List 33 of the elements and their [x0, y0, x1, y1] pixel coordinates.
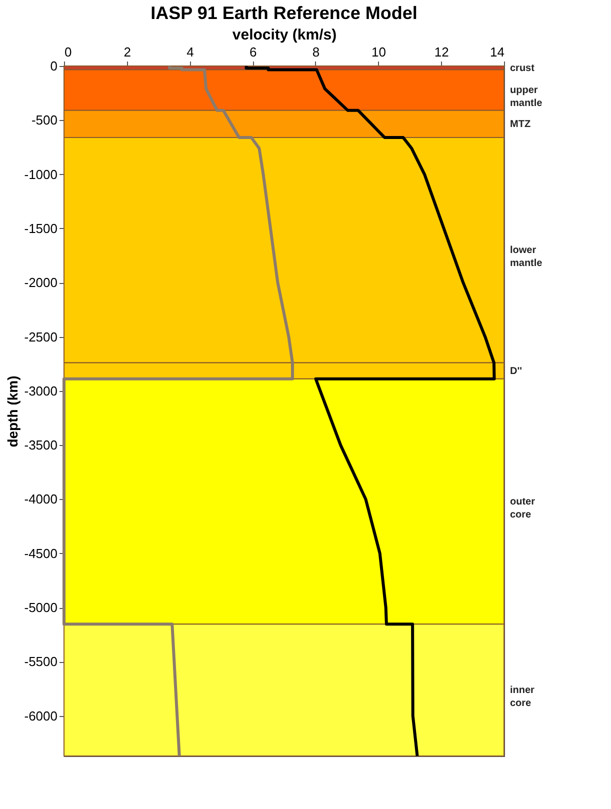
y-tick-label: -3000	[24, 383, 58, 398]
y-tick-label: -1500	[24, 220, 58, 236]
band-label: lower mantle	[510, 245, 543, 270]
y-tick-label: -3500	[24, 438, 58, 453]
x-axis-title: velocity (km/s)	[232, 26, 337, 44]
band-label: upper mantle	[510, 85, 543, 110]
band-label: inner core	[510, 685, 535, 710]
chart-title: IASP 91 Earth Reference Model	[150, 3, 418, 23]
line-series	[62, 64, 294, 758]
y-axis-title: depth (km)	[4, 376, 20, 448]
band-label: outer core	[510, 496, 536, 520]
y-tick-label: -5000	[24, 600, 58, 616]
line-series	[244, 64, 496, 758]
y-tick-label: -1000	[24, 166, 58, 182]
band-label: crust	[510, 62, 536, 74]
x-tick-label: 12	[434, 44, 449, 60]
y-tick-label: -6000	[24, 708, 58, 724]
x-tick-label: 14	[490, 44, 504, 60]
y-tick-label: -2000	[24, 275, 58, 290]
y-tick-label: -2500	[24, 329, 58, 344]
x-tick-label: 6	[249, 44, 257, 60]
y-tick-label: -4000	[24, 492, 58, 507]
y-tick-label: -5500	[24, 654, 58, 670]
y-tick-label: -4500	[24, 546, 58, 561]
x-tick-label: 0	[64, 44, 72, 60]
y-tick-label: -500	[31, 112, 58, 128]
x-tick-label: 4	[186, 44, 194, 60]
x-tick-label: 8	[312, 44, 320, 60]
band-label: MTZ	[510, 118, 531, 130]
x-tick-label: 2	[124, 44, 131, 60]
x-tick-label: 10	[372, 44, 386, 60]
band-label: D''	[510, 366, 522, 377]
y-tick-label: 0	[50, 58, 58, 74]
